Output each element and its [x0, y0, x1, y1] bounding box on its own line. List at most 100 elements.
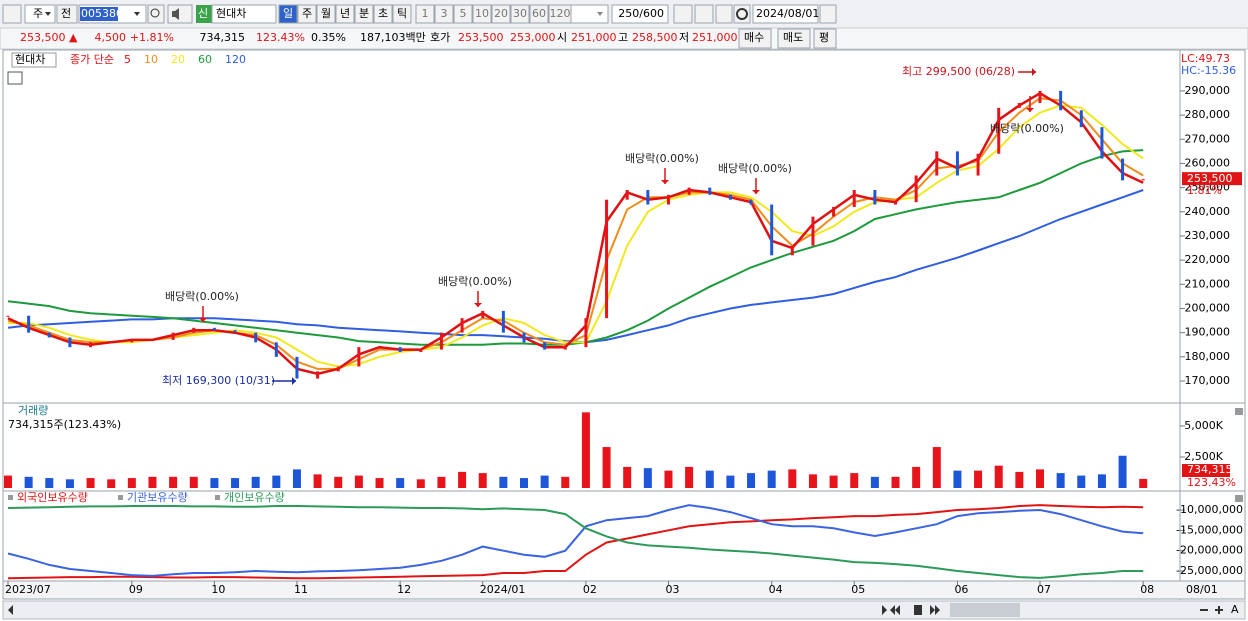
- candle: [1079, 110, 1083, 128]
- prev-button[interactable]: [56, 4, 78, 24]
- y-tick-label: 260,000: [1185, 156, 1231, 169]
- interval-button[interactable]: [510, 4, 530, 24]
- candle: [1121, 158, 1125, 181]
- amount: 187,103백만: [360, 31, 426, 44]
- interval-button[interactable]: [453, 4, 473, 24]
- volume-bar: [602, 447, 611, 488]
- volume-bar: [581, 412, 590, 488]
- x-tick-label: 08: [1140, 583, 1154, 596]
- scroll-right[interactable]: [882, 605, 887, 615]
- y-tick-label: 2,500K: [1184, 450, 1223, 463]
- tool-button[interactable]: [673, 4, 693, 24]
- annotation: 배당락(0.00%): [438, 275, 512, 288]
- search-button[interactable]: [147, 4, 165, 24]
- avg-button[interactable]: [813, 28, 837, 49]
- volume-bar: [1077, 475, 1086, 488]
- volume-bar: [45, 478, 54, 488]
- volume-bar: [499, 476, 508, 488]
- auto-button[interactable]: A: [1231, 603, 1239, 616]
- volume-bar: [4, 475, 12, 488]
- candle: [646, 190, 650, 205]
- legend-entry: 개인보유수량: [224, 491, 285, 504]
- buy-button[interactable]: [738, 28, 772, 49]
- market-select[interactable]: [24, 4, 56, 24]
- scroll-back[interactable]: [890, 605, 900, 615]
- save-button[interactable]: [715, 4, 733, 24]
- series-line: [7, 149, 1144, 346]
- volume-bar: [1118, 455, 1127, 488]
- tool-button[interactable]: [694, 4, 714, 24]
- bid: 253,000: [510, 31, 556, 44]
- menu-button[interactable]: [2, 4, 22, 24]
- y-tick-label: 170,000: [1185, 374, 1231, 387]
- y-tick-label: 230,000: [1185, 229, 1231, 242]
- interval-select[interactable]: [569, 4, 609, 24]
- period-button[interactable]: [316, 4, 336, 24]
- candle: [935, 151, 939, 176]
- scrollbar[interactable]: [2, 600, 1246, 620]
- interval-button[interactable]: [529, 4, 549, 24]
- interval-label: 10: [475, 7, 489, 20]
- interval-button[interactable]: [491, 4, 511, 24]
- candle: [728, 194, 732, 200]
- last-rate: 1.81%: [1187, 184, 1222, 197]
- period-label: 분: [359, 7, 369, 20]
- volume-bar: [561, 476, 570, 488]
- date-box[interactable]: [752, 4, 819, 24]
- period-button[interactable]: [373, 4, 393, 24]
- count-box[interactable]: [611, 4, 669, 24]
- annotation: 배당락(0.00%): [990, 122, 1064, 135]
- panel-close[interactable]: [1235, 408, 1243, 415]
- volume-bar: [210, 478, 219, 488]
- period-button[interactable]: [335, 4, 355, 24]
- date: 2024/08/01: [756, 7, 819, 20]
- scroll-forward[interactable]: [930, 605, 940, 615]
- period-button[interactable]: [354, 4, 374, 24]
- rate: +1.81%: [130, 31, 174, 44]
- interval-button[interactable]: [434, 4, 454, 24]
- period-button[interactable]: [278, 4, 298, 24]
- change: 4,500: [95, 31, 127, 44]
- x-tick-label: 09: [129, 583, 143, 596]
- y-tick-label: -20,000,000: [1176, 544, 1243, 557]
- last-volume: 734,315: [1187, 463, 1233, 476]
- grid-icon[interactable]: [7, 71, 23, 85]
- interval-button[interactable]: [472, 4, 492, 24]
- x-tick-label: 2023/07: [5, 583, 51, 596]
- prev: 전: [61, 7, 71, 20]
- ask-label: 호가: [430, 31, 450, 44]
- candle: [6, 315, 10, 317]
- interval-button[interactable]: [548, 4, 572, 24]
- candle: [398, 347, 402, 352]
- zoom-buttons[interactable]: [1200, 606, 1223, 614]
- volume-rate: 123.43%: [256, 31, 305, 44]
- interval-button[interactable]: [415, 4, 435, 24]
- annotation: 최고 299,500 (06/28): [902, 65, 1015, 78]
- calendar-button[interactable]: [819, 4, 837, 24]
- count: 250/600: [618, 7, 664, 20]
- candle: [1059, 90, 1063, 111]
- settings-button[interactable]: [733, 4, 751, 24]
- period-button[interactable]: [392, 4, 412, 24]
- pause-button[interactable]: [914, 605, 922, 615]
- scroll-left[interactable]: [8, 605, 13, 615]
- x-tick-label: 2024/01: [480, 583, 526, 596]
- candle: [295, 356, 299, 379]
- sound-button[interactable]: [167, 4, 193, 24]
- x-axis-bar: [2, 580, 1246, 600]
- y-tick-label: 290,000: [1185, 84, 1231, 97]
- scroll-thumb[interactable]: [950, 603, 1020, 617]
- panel-close[interactable]: [1235, 495, 1243, 502]
- candle: [563, 347, 567, 350]
- sell-button[interactable]: [777, 28, 811, 49]
- candle: [584, 318, 588, 348]
- volume-bar: [292, 469, 301, 488]
- buy: 매수: [744, 31, 764, 44]
- speaker-icon: [172, 8, 179, 20]
- volume-bar: [86, 478, 95, 488]
- candle: [481, 310, 485, 319]
- period-button[interactable]: [297, 4, 317, 24]
- volume-bar: [478, 473, 487, 488]
- candle: [1100, 127, 1104, 159]
- volume-bar: [685, 466, 694, 488]
